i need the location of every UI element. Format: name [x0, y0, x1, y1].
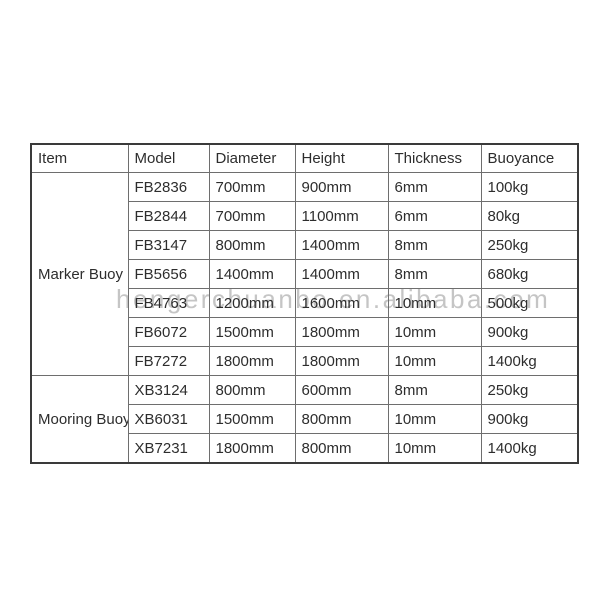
cell-buoyance: 250kg — [480, 230, 579, 260]
cell-buoyance: 1400kg — [480, 433, 579, 464]
cell-height: 800mm — [294, 404, 389, 434]
cell-thickness: 8mm — [387, 375, 482, 405]
cell-model: FB5656 — [127, 259, 210, 289]
cell-model: XB6031 — [127, 404, 210, 434]
table-row: FB4763 1200mm 1600mm 10mm 500kg — [31, 288, 579, 318]
cell-buoyance: 80kg — [480, 201, 579, 231]
cell-diameter: 1500mm — [208, 404, 296, 434]
cell-thickness: 6mm — [387, 172, 482, 202]
item-group-cell: Marker Buoy — [30, 172, 129, 376]
cell-diameter: 700mm — [208, 172, 296, 202]
cell-model: XB3124 — [127, 375, 210, 405]
cell-model: FB6072 — [127, 317, 210, 347]
table-row: XB7231 1800mm 800mm 10mm 1400kg — [31, 433, 579, 464]
cell-height: 600mm — [294, 375, 389, 405]
cell-model: XB7231 — [127, 433, 210, 464]
cell-buoyance: 900kg — [480, 404, 579, 434]
cell-model: FB3147 — [127, 230, 210, 260]
table-row: Marker Buoy FB2836 700mm 900mm 6mm 100kg — [30, 172, 579, 376]
col-header-thickness: Thickness — [387, 143, 482, 173]
cell-thickness: 10mm — [387, 346, 482, 376]
table-row: FB5656 1400mm 1400mm 8mm 680kg — [31, 259, 579, 289]
cell-height: 1600mm — [294, 288, 389, 318]
table-row: Mooring Buoy XB3124 800mm 600mm 8mm 250kg — [30, 375, 579, 464]
cell-buoyance: 500kg — [480, 288, 579, 318]
cell-buoyance: 250kg — [480, 375, 579, 405]
cell-diameter: 1500mm — [208, 317, 296, 347]
cell-thickness: 10mm — [387, 433, 482, 464]
cell-model: FB2844 — [127, 201, 210, 231]
cell-thickness: 6mm — [387, 201, 482, 231]
cell-diameter: 1400mm — [208, 259, 296, 289]
header-row: Item Model Diameter Height Thickness Buoyance — [30, 143, 579, 173]
table-row: XB6031 1500mm 800mm 10mm 900kg — [31, 404, 579, 434]
cell-height: 1400mm — [294, 259, 389, 289]
col-header-model: Model — [127, 143, 210, 173]
cell-height: 1800mm — [294, 317, 389, 347]
cell-thickness: 8mm — [387, 230, 482, 260]
cell-model: FB7272 — [127, 346, 210, 376]
cell-diameter: 1200mm — [208, 288, 296, 318]
cell-model: FB2836 — [127, 172, 210, 202]
cell-diameter: 1800mm — [208, 346, 296, 376]
buoy-spec-table: Item Model Diameter Height Thickness Buoyance… — [30, 143, 579, 464]
col-header-diameter: Diameter — [208, 143, 296, 173]
cell-buoyance: 900kg — [480, 317, 579, 347]
col-header-item: Item — [30, 143, 129, 173]
cell-thickness: 8mm — [387, 259, 482, 289]
cell-diameter: 800mm — [208, 230, 296, 260]
cell-thickness: 10mm — [387, 288, 482, 318]
col-header-height: Height — [294, 143, 389, 173]
cell-height: 1400mm — [294, 230, 389, 260]
item-group-cell: Mooring Buoy — [30, 375, 129, 464]
cell-model: FB4763 — [127, 288, 210, 318]
cell-height: 800mm — [294, 433, 389, 464]
cell-thickness: 10mm — [387, 317, 482, 347]
cell-buoyance: 1400kg — [480, 346, 579, 376]
cell-thickness: 10mm — [387, 404, 482, 434]
cell-buoyance: 100kg — [480, 172, 579, 202]
cell-height: 1100mm — [294, 201, 389, 231]
spec-table-container: Item Model Diameter Height Thickness Buoyance… — [30, 143, 579, 464]
cell-diameter: 700mm — [208, 201, 296, 231]
cell-diameter: 1800mm — [208, 433, 296, 464]
cell-buoyance: 680kg — [480, 259, 579, 289]
cell-diameter: 800mm — [208, 375, 296, 405]
table-row: FB6072 1500mm 1800mm 10mm 900kg — [31, 317, 579, 347]
table-row: FB2844 700mm 1100mm 6mm 80kg — [31, 201, 579, 231]
col-header-buoyance: Buoyance — [480, 143, 579, 173]
cell-height: 1800mm — [294, 346, 389, 376]
table-row: FB3147 800mm 1400mm 8mm 250kg — [31, 230, 579, 260]
cell-height: 900mm — [294, 172, 389, 202]
